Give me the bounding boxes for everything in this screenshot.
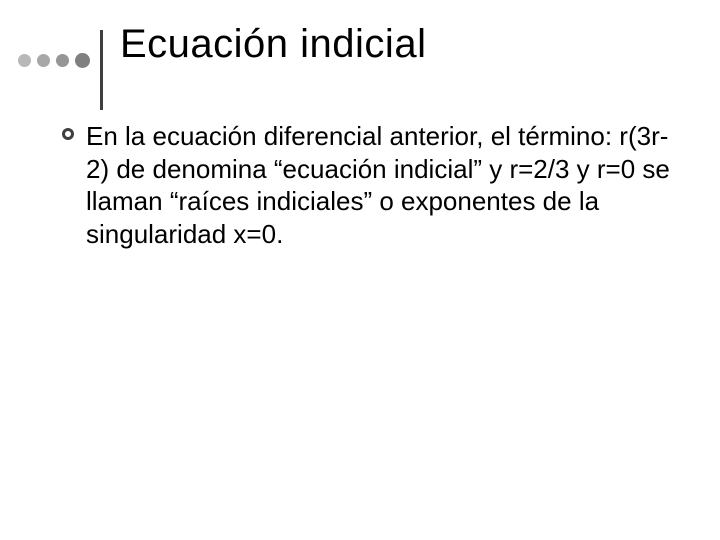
decor-vertical-line [100, 30, 103, 110]
bullet-marker-icon [62, 128, 74, 140]
decor-dot-2 [37, 54, 50, 67]
decor-dot-4 [75, 53, 90, 68]
header-decoration [18, 20, 103, 100]
slide-title: Ecuación indicial [120, 22, 426, 67]
decor-dot-1 [18, 54, 31, 67]
bullet-item: En la ecuación diferencial anterior, el … [62, 120, 670, 250]
decor-dot-3 [56, 54, 69, 67]
bullet-text: En la ecuación diferencial anterior, el … [86, 120, 670, 250]
slide-content: En la ecuación diferencial anterior, el … [62, 120, 670, 250]
